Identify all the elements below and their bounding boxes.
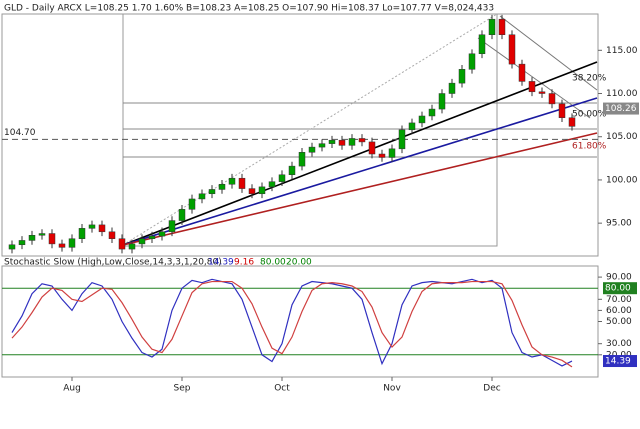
last-value-box	[603, 355, 637, 368]
fib-label: 61.80%	[572, 142, 607, 152]
y-tick-label: 60.00	[606, 306, 632, 316]
candle-body	[318, 143, 326, 148]
y-tick-label: 95.00	[606, 219, 632, 229]
candle-body	[18, 240, 26, 246]
candle-body	[508, 34, 516, 65]
trend-line	[122, 97, 598, 246]
fib-label: 38.20%	[572, 74, 607, 84]
candle-body	[448, 82, 456, 94]
reference-label: 104.70	[4, 128, 36, 138]
candle-body	[38, 233, 46, 236]
candle-body	[98, 224, 106, 233]
candle-body	[288, 165, 296, 176]
candle-body	[358, 138, 366, 143]
candle-body	[198, 193, 206, 200]
candle-body	[248, 188, 256, 195]
readout: 9.16	[234, 258, 254, 268]
trend-line	[122, 61, 598, 246]
x-tick-label: Dec	[483, 384, 500, 394]
candle-body	[418, 115, 426, 124]
candle-body	[348, 138, 356, 146]
candle-body	[558, 103, 566, 118]
candle-body	[428, 108, 436, 117]
readout: 14.39	[208, 258, 234, 268]
fib-diagonal	[122, 13, 498, 246]
candle-body	[168, 220, 176, 233]
candle-body	[118, 238, 126, 250]
candle-body	[518, 63, 526, 82]
stochastic-header: Stochastic Slow (High,Low,Close,14,3,3,1…	[4, 258, 222, 268]
candle-body	[478, 34, 486, 55]
y-tick-label: 90.00	[606, 273, 632, 283]
candle-body	[78, 228, 86, 239]
price-header: GLD - Daily ARCX L=108.25 1.70 1.60% B=1…	[4, 4, 494, 14]
trend-line	[122, 132, 598, 246]
readout: 80.00	[260, 258, 286, 268]
level-label: 80.00	[605, 284, 631, 294]
candle-body	[328, 139, 336, 144]
y-tick-label: 110.00	[606, 89, 638, 99]
candle-body	[68, 238, 76, 248]
candle-body	[158, 231, 166, 237]
y-tick-label: 30.00	[606, 339, 632, 349]
candle-body	[498, 18, 506, 35]
candle-body	[48, 233, 56, 245]
last-value-label: 14.39	[605, 357, 631, 367]
candle-body	[148, 235, 156, 239]
candle-body	[278, 174, 286, 182]
candle-body	[458, 69, 466, 84]
x-tick-label: Nov	[383, 384, 401, 394]
candle-body	[378, 153, 386, 158]
candle-body	[528, 81, 536, 93]
candle-body	[568, 117, 576, 127]
candle-body	[28, 235, 36, 241]
candle-body	[308, 146, 316, 153]
y-tick-label: 100.00	[606, 175, 638, 185]
readout: 20.00	[286, 258, 312, 268]
candle-body	[398, 129, 406, 150]
candle-body	[228, 177, 236, 185]
y-tick-label: 70.00	[606, 295, 632, 305]
candle-body	[138, 238, 146, 245]
x-tick-label: Aug	[63, 384, 81, 394]
candle-body	[208, 189, 216, 195]
candle-body	[128, 243, 136, 250]
candle-body	[188, 198, 196, 210]
stochastic-line	[11, 280, 573, 368]
candle-body	[548, 93, 556, 105]
channel-line	[477, 37, 591, 119]
candle-body	[58, 243, 66, 248]
candle-body	[438, 93, 446, 110]
candle-body	[178, 209, 186, 221]
candle-body	[488, 18, 496, 35]
last-price-label: 108.26	[605, 104, 637, 114]
y-tick-label: 105.00	[606, 132, 638, 142]
level-box	[603, 282, 637, 295]
y-tick-label: 115.00	[606, 46, 638, 56]
candle-body	[218, 184, 226, 190]
candle-body	[338, 139, 346, 146]
y-tick-label: 50.00	[606, 317, 632, 327]
candle-body	[388, 148, 396, 158]
x-tick-label: Oct	[274, 384, 290, 394]
candle-body	[238, 177, 246, 189]
fib-box	[122, 13, 498, 247]
candle-body	[108, 231, 116, 239]
x-tick-label: Sep	[174, 384, 191, 394]
channel-line	[499, 15, 598, 91]
candle-body	[468, 53, 476, 70]
candle-body	[298, 152, 306, 167]
candle-body	[538, 91, 546, 94]
candle-body	[88, 224, 96, 229]
candle-body	[408, 122, 416, 131]
fib-label: 50.00%	[572, 110, 607, 120]
candle-body	[368, 141, 376, 155]
candle-body	[8, 244, 16, 250]
candle-body	[258, 186, 266, 195]
candle-body	[268, 181, 276, 188]
last-price-box	[603, 102, 639, 115]
